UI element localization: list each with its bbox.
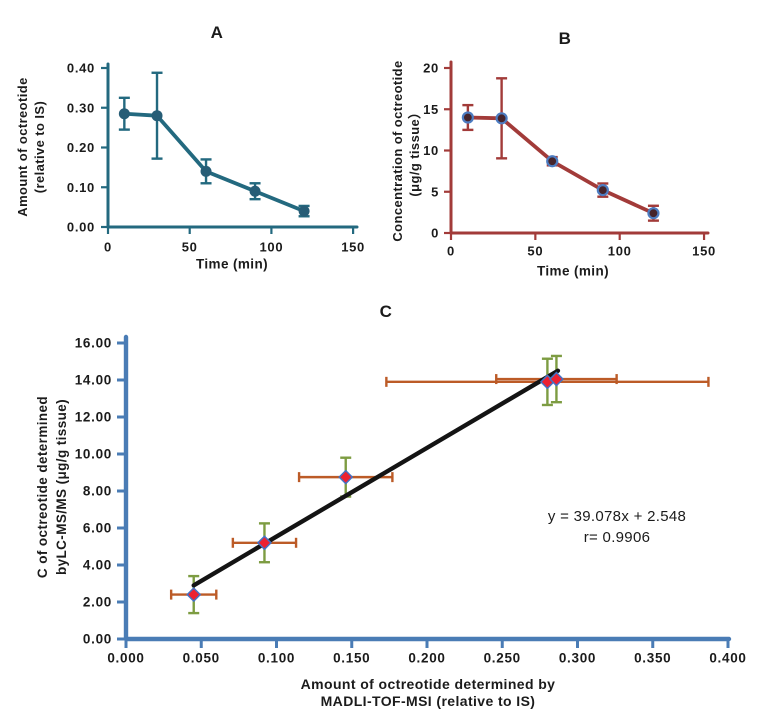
chart-b-y-axis-label-line1: Concentration of octreotide: [390, 60, 405, 242]
chart-a-y-axis-label: Amount of octreotide (relative to IS): [14, 77, 48, 216]
chart-c-y-tick-label: 12.00: [75, 410, 112, 425]
regression-equation-line: y = 39.078x + 2.548: [547, 508, 687, 525]
chart-b-x-tick-label: 50: [527, 244, 543, 259]
chart-c-x-axis-label-line1: Amount of octreotide determined by: [300, 676, 556, 692]
chart-c-trend-line: [191, 368, 561, 588]
chart-a-data-point: [200, 165, 212, 177]
chart-b-series-line: [465, 115, 656, 216]
chart-b-x-tick-label: 0: [447, 244, 455, 259]
chart-b-y-tick-label: 20: [423, 61, 439, 76]
chart-c-y-axis-label-line1: C of octreotide determined: [35, 395, 50, 579]
chart-c-x-tick-label: 0.200: [408, 651, 445, 666]
chart-c-x-tick-label: 0.150: [333, 651, 370, 666]
correlation-coefficient: r= 0.9906: [583, 529, 651, 546]
chart-a-x-tick-label: 0: [104, 240, 112, 255]
chart-c-y-tick-label: 0.00: [83, 632, 112, 647]
chart-b-data-point: [461, 111, 474, 124]
chart-c-x-tick-label: 0.050: [183, 651, 220, 666]
chart-c-x-axis-label: Amount of octreotide determined by MADLI…: [301, 676, 556, 710]
chart-a-y-axis-label-line2: (relative to IS): [32, 100, 47, 194]
chart-c-y-tick-label: 8.00: [83, 484, 112, 499]
chart-a-y-tick-label: 0.00: [67, 220, 95, 235]
chart-a-data-point: [249, 185, 261, 197]
regression-equation: y = 39.078x + 2.548 r= 0.9906: [548, 506, 686, 548]
chart-b-y-axis-label-line2: (μg/g tissue）: [407, 105, 422, 197]
chart-c-y-tick-label: 14.00: [75, 373, 112, 388]
chart-c-data-point: [186, 587, 202, 603]
panel-c-title: C: [379, 302, 393, 321]
chart-c-y-tick-label: 2.00: [83, 595, 112, 610]
chart-a-x-tick-label: 50: [182, 240, 198, 255]
chart-c-y-axis-label: C of octreotide determined byLC-MS/MS (μ…: [33, 396, 71, 578]
chart-a-x-tick-label: 100: [260, 240, 284, 255]
chart-a-data-point: [151, 110, 163, 122]
chart-b-data-point: [495, 112, 508, 125]
chart-c-data-point: [338, 469, 354, 485]
chart-b-y-tick-label: 10: [423, 143, 439, 158]
chart-c-x-axis-label-line2: MADLI-TOF-MSI (relative to IS): [320, 693, 536, 709]
panel-a-title: A: [210, 23, 224, 42]
chart-c-y-tick-label: 10.00: [75, 447, 112, 462]
chart-c-x-tick-label: 0.250: [484, 651, 521, 666]
chart-a-x-tick-label: 150: [341, 240, 365, 255]
chart-b-y-tick-label: 0: [431, 226, 439, 241]
chart-a-series-line: [122, 111, 306, 214]
chart-b-data-point: [596, 184, 609, 197]
chart-b-y-tick-label: 15: [423, 102, 439, 117]
chart-b-x-tick-label: 100: [608, 244, 632, 259]
chart-c-x-tick-label: 0.100: [258, 651, 295, 666]
chart-c-x-tick-label: 0.000: [107, 651, 144, 666]
chart-a-y-axis-label-line1: Amount of octreotide: [15, 77, 30, 217]
chart-b-data-point: [546, 155, 559, 168]
chart-a-y-tick-label: 0.20: [67, 140, 95, 155]
chart-a-x-axis-label: Time (min): [195, 256, 269, 272]
chart-b-y-tick-label: 5: [431, 184, 439, 199]
chart-c-y-axis-label-line2: byLC-MS/MS (μg/g tissue): [54, 398, 69, 576]
chart-a-y-tick-label: 0.10: [67, 180, 95, 195]
chart-c-x-tick-label: 0.400: [709, 651, 746, 666]
chart-c-y-tick-label: 6.00: [83, 521, 112, 536]
chart-a-y-tick-label: 0.40: [67, 61, 95, 76]
chart-a-data-point: [298, 205, 310, 217]
chart-c-y-tick-label: 4.00: [83, 558, 112, 573]
chart-b-data-point: [647, 207, 660, 220]
panel-b-title: B: [558, 29, 572, 48]
chart-b-y-axis-label: Concentration of octreotide (μg/g tissue…: [389, 60, 423, 241]
chart-a-y-tick-label: 0.30: [67, 100, 95, 115]
chart-b-x-tick-label: 150: [692, 244, 716, 259]
chart-c-data-point: [256, 535, 273, 551]
chart-b-x-axis-label: Time (min): [536, 263, 610, 279]
chart-c-x-tick-label: 0.350: [634, 651, 671, 666]
chart-a-data-point: [118, 108, 130, 120]
chart-c-y-tick-label: 16.00: [75, 336, 112, 351]
chart-c-data-point: [548, 371, 564, 387]
chart-c-x-tick-label: 0.300: [559, 651, 596, 666]
